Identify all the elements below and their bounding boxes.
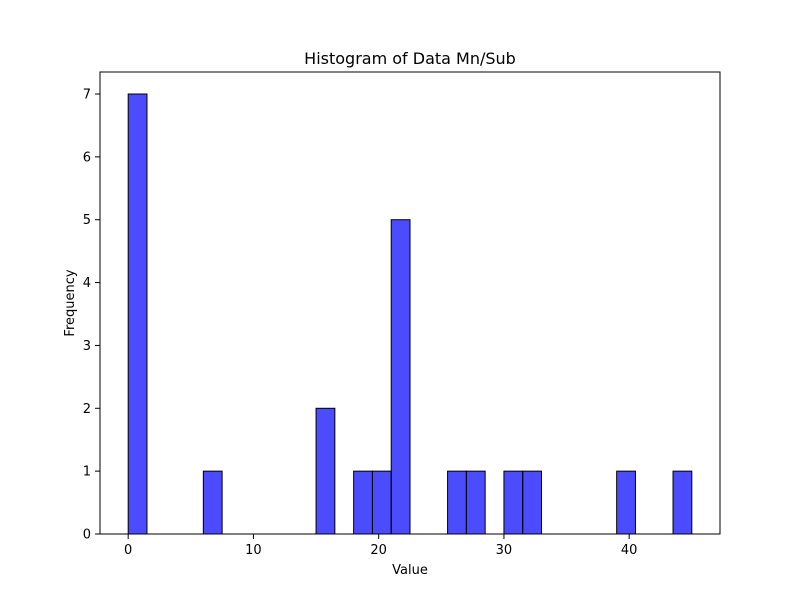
y-tick-label: 3 [83,339,91,354]
histogram-bar-2 [315,407,336,535]
chart-title: Histogram of Data Mn/Sub [304,49,516,68]
y-axis: 0 1 2 3 4 5 6 7 [83,88,100,543]
histogram-bar-11 [672,470,693,535]
histogram-bar-4 [371,470,392,535]
histogram-bar-8 [503,470,524,535]
histogram-bar-6 [447,470,467,535]
x-tick-label: 20 [370,543,387,558]
y-tick-label: 6 [83,150,91,165]
histogram-bar-3 [353,470,373,535]
y-tick-label: 0 [83,528,91,543]
y-tick-label: 4 [83,276,91,291]
y-tick-label: 1 [83,465,91,480]
histogram-bar-0 [127,93,148,535]
histogram-bars [127,93,693,535]
histogram-bar-5 [390,219,411,535]
x-axis: 0 10 20 30 40 [124,534,637,558]
histogram-bar-7 [465,470,486,535]
histogram-bar-10 [616,470,636,535]
x-tick-label: 0 [124,543,132,558]
histogram-bar-1 [202,470,223,535]
histogram-bar-9 [522,470,543,535]
x-tick-label: 30 [496,543,513,558]
plot-area-frame [99,71,721,535]
y-tick-label: 5 [83,213,91,228]
x-axis-label: Value [392,563,428,578]
x-tick-label: 10 [245,543,262,558]
y-tick-label: 7 [83,88,91,103]
x-tick-label: 40 [621,543,638,558]
y-tick-label: 2 [83,402,91,417]
y-axis-label: Frequency [63,269,78,336]
